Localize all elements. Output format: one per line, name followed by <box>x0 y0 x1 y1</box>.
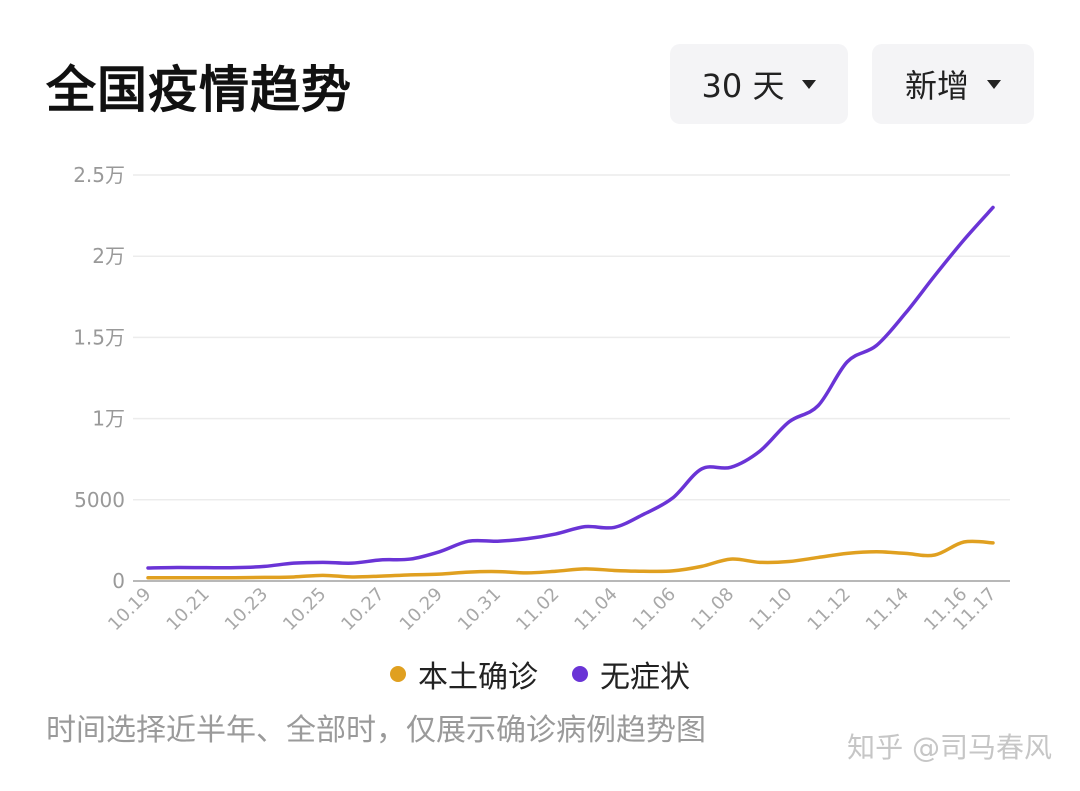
time-range-label: 30 天 <box>701 67 785 105</box>
footnote-text: 时间选择近半年、全部时，仅展示确诊病例趋势图 <box>46 713 706 748</box>
legend-label: 无症状 <box>600 660 690 695</box>
x-tick-label: 11.12 <box>804 584 855 635</box>
x-axis-ticks: 10.19 10.21 10.23 10.25 10.27 10.29 10.31 11.02… <box>104 584 1000 635</box>
x-tick-label: 10.25 <box>279 584 330 635</box>
y-tick-label: 2.5万 <box>73 163 125 187</box>
x-tick-label: 11.02 <box>512 584 563 635</box>
chevron-down-icon <box>802 79 817 89</box>
legend-dot-local-confirmed <box>390 666 406 682</box>
y-axis-ticks: 0 5000 1万 1.5万 2万 2.5万 <box>73 163 125 593</box>
x-tick-label: 10.23 <box>221 584 272 635</box>
legend-item-local-confirmed[interactable]: 本土确诊 <box>390 652 538 696</box>
page-title: 全国疫情趋势 <box>46 61 352 119</box>
series-line-asymptomatic <box>146 205 995 570</box>
y-tick-label: 2万 <box>92 244 125 268</box>
metric-label: 新增 <box>904 67 969 105</box>
trend-chart: 0 5000 1万 1.5万 2万 2.5万 10.19 10.21 10.23 10.25 10… <box>73 163 1010 635</box>
legend-label: 本土确诊 <box>418 660 538 695</box>
x-tick-label: 10.27 <box>337 584 388 635</box>
series-line-local-confirmed <box>146 539 995 580</box>
y-tick-label: 1.5万 <box>73 325 125 349</box>
legend-dot-asymptomatic <box>572 666 588 682</box>
x-tick-label: 11.10 <box>745 584 796 635</box>
x-tick-label: 11.08 <box>687 584 738 635</box>
chevron-down-icon <box>987 79 1001 89</box>
grid-lines <box>133 174 1010 582</box>
legend-item-asymptomatic[interactable]: 无症状 <box>572 652 690 696</box>
x-tick-label: 10.29 <box>396 584 447 635</box>
y-tick-label: 1万 <box>92 407 125 431</box>
series-lines <box>146 205 995 580</box>
watermark-text: 知乎 @司马春风 <box>847 731 1052 764</box>
x-tick-label: 10.31 <box>454 584 505 635</box>
metric-dropdown[interactable]: 新增 <box>872 44 1034 124</box>
x-tick-label: 11.14 <box>862 584 913 635</box>
time-range-dropdown[interactable]: 30 天 <box>670 44 848 124</box>
chart-legend: 本土确诊 无症状 <box>0 652 1080 696</box>
x-tick-label: 11.06 <box>629 584 680 635</box>
x-tick-label: 10.21 <box>163 584 214 635</box>
x-tick-label: 11.04 <box>570 584 621 635</box>
y-tick-label: 0 <box>112 569 125 593</box>
y-tick-label: 5000 <box>74 488 125 512</box>
